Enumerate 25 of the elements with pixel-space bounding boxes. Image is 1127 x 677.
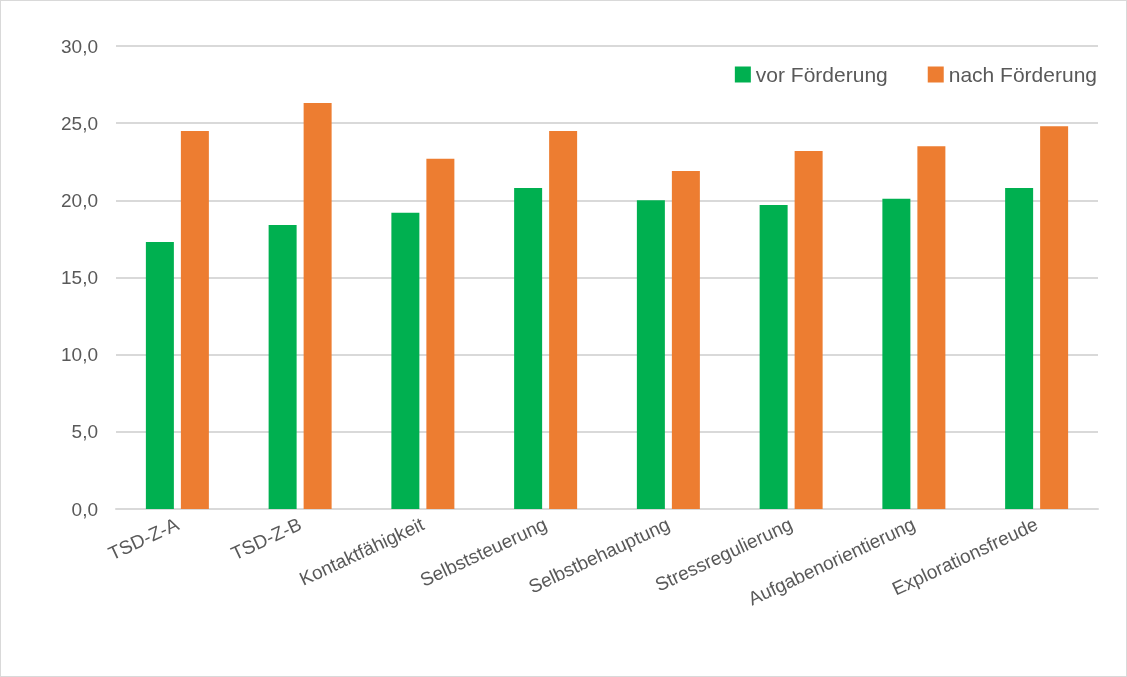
- bar: [917, 146, 946, 509]
- bar: [268, 225, 297, 509]
- bar: [1040, 126, 1069, 509]
- bar: [514, 187, 543, 509]
- y-tick-label: 30,0: [61, 35, 98, 57]
- legend-label: vor Förderung: [755, 63, 888, 86]
- bar: [180, 130, 209, 509]
- y-tick-label: 5,0: [71, 421, 98, 443]
- bar: [303, 103, 332, 509]
- bar: [636, 200, 665, 509]
- y-tick-label: 0,0: [71, 498, 98, 520]
- bar: [759, 204, 788, 509]
- bar: [145, 242, 174, 509]
- bar: [549, 130, 578, 509]
- bar: [882, 198, 911, 509]
- bar: [671, 171, 700, 509]
- bar: [426, 158, 455, 509]
- y-tick-label: 20,0: [61, 189, 98, 211]
- bar: [391, 212, 420, 509]
- y-tick-label: 25,0: [61, 112, 98, 134]
- bar: [1005, 187, 1034, 509]
- y-tick-label: 10,0: [61, 344, 98, 366]
- legend-label: nach Förderung: [948, 63, 1097, 86]
- bar: [794, 150, 823, 509]
- y-tick-label: 15,0: [61, 267, 98, 288]
